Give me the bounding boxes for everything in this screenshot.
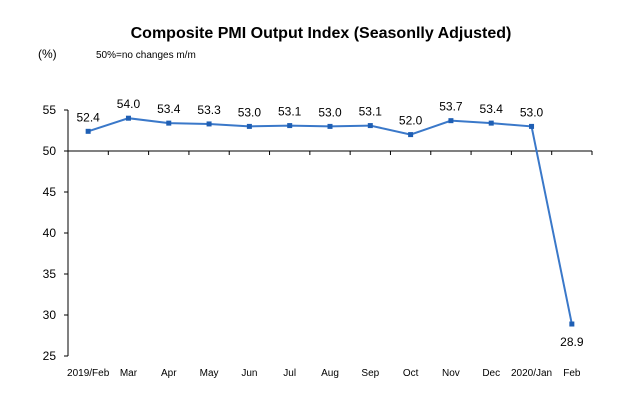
data-label: 52.0 <box>399 114 423 128</box>
data-label: 53.4 <box>480 102 504 116</box>
x-tick-label: Jul <box>283 368 296 379</box>
data-point <box>448 118 454 124</box>
data-point <box>166 120 172 126</box>
data-label: 53.0 <box>238 105 262 119</box>
data-label: 53.4 <box>157 102 181 116</box>
data-point <box>408 132 414 138</box>
x-tick-label: Oct <box>403 368 419 379</box>
data-label: 53.0 <box>520 105 544 119</box>
y-tick-label: 30 <box>43 308 57 322</box>
y-tick-label: 50 <box>43 144 57 158</box>
data-label: 53.1 <box>278 105 302 119</box>
data-label: 53.3 <box>197 103 221 117</box>
x-tick-label: Jun <box>241 368 257 379</box>
x-tick-label: Apr <box>161 368 177 379</box>
data-label: 53.0 <box>318 105 342 119</box>
y-tick-label: 40 <box>43 226 57 240</box>
y-tick-label: 35 <box>43 267 57 281</box>
axes <box>64 109 593 357</box>
x-tick-label: Mar <box>120 368 138 379</box>
data-point <box>206 121 212 127</box>
data-point <box>569 321 575 327</box>
data-point <box>246 123 252 129</box>
data-point <box>367 123 373 129</box>
data-label: 28.9 <box>560 335 584 349</box>
data-point <box>529 123 535 129</box>
x-tick-labels: 2019/Feb Mar Apr May Jun Jul Aug Sep Oct Nov Dec 20… <box>67 368 581 379</box>
data-label: 53.1 <box>359 105 383 119</box>
x-tick-label: May <box>200 368 219 379</box>
data-label: 52.4 <box>76 110 100 124</box>
x-tick-label: Aug <box>321 368 339 379</box>
x-tick-label: 2019/Feb <box>67 368 110 379</box>
y-tick-labels: 25 30 35 40 45 50 55 <box>43 103 57 363</box>
x-tick-label: Sep <box>361 368 379 379</box>
data-labels: 52.4 54.0 53.4 53.3 53.0 53.1 53.0 53.1 52.0 53.7… <box>76 97 583 349</box>
data-point <box>327 123 333 129</box>
data-point <box>125 115 131 121</box>
data-point <box>85 128 91 134</box>
x-tick-label: 2020/Jan <box>511 368 552 379</box>
chart-note: 50%=no changes m/m <box>96 50 196 61</box>
y-unit-label: (%) <box>38 47 57 61</box>
data-label: 54.0 <box>117 97 141 111</box>
series-line <box>87 117 573 325</box>
x-tick-label: Feb <box>563 368 581 379</box>
chart-title: Composite PMI Output Index (Seasonlly Ad… <box>131 25 512 42</box>
y-tick-label: 45 <box>43 185 57 199</box>
data-point <box>287 123 293 129</box>
x-tick-label: Nov <box>442 368 460 379</box>
series-group <box>85 115 575 327</box>
y-tick-label: 55 <box>43 103 57 117</box>
x-tick-label: Dec <box>482 368 500 379</box>
y-tick-label: 25 <box>43 349 57 363</box>
data-point <box>488 120 494 126</box>
data-label: 53.7 <box>439 100 463 114</box>
